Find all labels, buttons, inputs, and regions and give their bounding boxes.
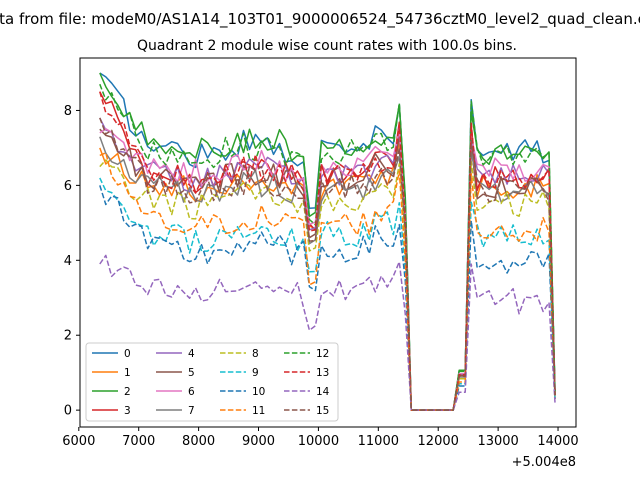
- series-line-10: [99, 185, 556, 411]
- x-tick-label: 7000: [122, 434, 155, 449]
- y-tick-label: 0: [64, 404, 72, 419]
- series-layer: [99, 72, 556, 411]
- legend-label: 8: [252, 348, 259, 360]
- legend-label: 13: [316, 367, 329, 379]
- axis-layer: 6000 7000 8000 9000 10000 11000 12000 13000 1400…: [62, 104, 578, 449]
- series-line-9: [99, 177, 556, 411]
- legend-label: 2: [124, 386, 131, 398]
- series-line-15: [99, 117, 556, 411]
- series-line-8: [99, 159, 556, 411]
- x-tick-label: 14000: [537, 434, 578, 449]
- chart-title: Quadrant 2 module wise count rates with …: [137, 38, 517, 54]
- y-tick-label: 8: [64, 104, 72, 119]
- legend-label: 12: [316, 348, 329, 360]
- legend-label: 4: [188, 348, 195, 360]
- y-tick-label: 6: [64, 179, 72, 194]
- legend-label: 14: [316, 386, 330, 398]
- legend-label: 6: [188, 386, 195, 398]
- legend-label: 10: [252, 386, 265, 398]
- legend-label: 9: [252, 367, 259, 379]
- y-tick-label: 4: [64, 254, 72, 269]
- x-tick-label: 12000: [418, 434, 459, 449]
- legend-label: 15: [316, 405, 329, 417]
- x-offset-label: +5.004e8: [512, 455, 576, 470]
- x-tick-label: 13000: [477, 434, 518, 449]
- x-tick-label: 10000: [298, 434, 339, 449]
- legend-label: 1: [124, 367, 131, 379]
- legend-label: 11: [252, 405, 265, 417]
- suptitle: Data from file: modeM0/AS1A14_103T01_900…: [0, 10, 640, 29]
- plot-frame: [79, 57, 577, 428]
- series-line-4: [99, 117, 556, 411]
- x-tick-label: 8000: [182, 434, 215, 449]
- series-line-14: [99, 254, 556, 411]
- legend-label: 3: [124, 405, 131, 417]
- y-tick-label: 2: [64, 329, 72, 344]
- legend-box: [85, 342, 339, 422]
- legend-label: 7: [188, 405, 195, 417]
- series-line-11: [99, 152, 556, 411]
- series-line-13: [99, 91, 556, 411]
- series-line-12: [99, 83, 556, 411]
- x-tick-label: 11000: [358, 434, 399, 449]
- x-tick-label: 9000: [242, 434, 275, 449]
- x-tick-label: 6000: [62, 434, 95, 449]
- series-line-5: [99, 128, 556, 411]
- legend-label: 5: [188, 367, 195, 379]
- legend-label: 0: [124, 348, 131, 360]
- series-line-6: [99, 128, 556, 411]
